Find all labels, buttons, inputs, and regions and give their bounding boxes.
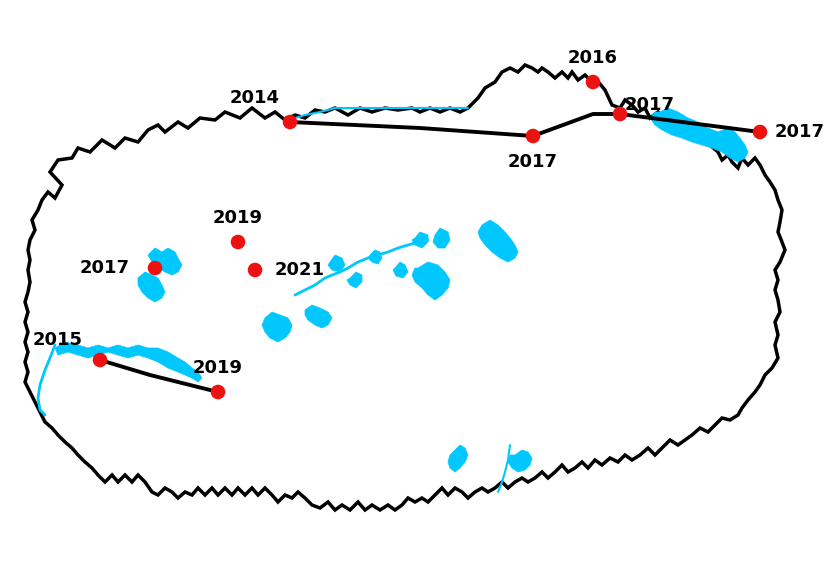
Point (613, 110, 627, 119)
Text: 2017: 2017 (508, 153, 558, 171)
Polygon shape (262, 312, 292, 342)
Polygon shape (368, 250, 382, 264)
Text: 2021: 2021 (275, 261, 325, 279)
Polygon shape (138, 272, 165, 302)
Point (249, 265, 262, 274)
Polygon shape (433, 228, 450, 248)
Text: 2019: 2019 (213, 209, 263, 227)
Text: 2016: 2016 (568, 49, 618, 67)
Point (283, 117, 297, 126)
Polygon shape (148, 248, 182, 275)
Point (149, 264, 162, 273)
Polygon shape (25, 65, 785, 510)
Polygon shape (328, 255, 345, 272)
Polygon shape (412, 232, 428, 248)
Text: 2017: 2017 (775, 123, 825, 141)
Point (212, 388, 225, 397)
Polygon shape (448, 445, 468, 472)
Point (753, 128, 767, 137)
Point (231, 238, 244, 247)
Polygon shape (347, 272, 362, 288)
Text: 2014: 2014 (230, 89, 280, 107)
Text: 2015: 2015 (33, 331, 83, 349)
Text: 2019: 2019 (193, 359, 243, 377)
Polygon shape (393, 262, 408, 278)
Polygon shape (508, 450, 532, 472)
Polygon shape (650, 108, 748, 162)
Point (93, 356, 107, 365)
Polygon shape (478, 220, 518, 262)
Polygon shape (305, 305, 332, 328)
Polygon shape (412, 262, 450, 300)
Text: 2017: 2017 (625, 96, 675, 114)
Polygon shape (55, 342, 202, 382)
Point (586, 78, 600, 87)
Text: 2017: 2017 (80, 259, 130, 277)
Point (527, 132, 540, 140)
